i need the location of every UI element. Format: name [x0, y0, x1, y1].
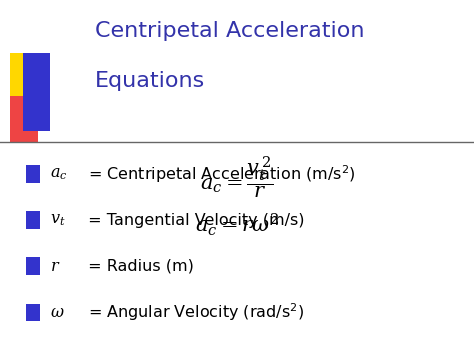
- Text: $v_t$: $v_t$: [50, 212, 65, 228]
- Text: $a_c = \dfrac{v_t^{\,2}}{r}$: $a_c = \dfrac{v_t^{\,2}}{r}$: [201, 154, 273, 201]
- Text: $a_c = r\omega^2$: $a_c = r\omega^2$: [195, 211, 279, 238]
- Text: $a_c$: $a_c$: [50, 166, 67, 182]
- FancyBboxPatch shape: [10, 53, 38, 99]
- FancyBboxPatch shape: [26, 304, 40, 321]
- FancyBboxPatch shape: [26, 257, 40, 275]
- Text: = Tangential Velocity (m/s): = Tangential Velocity (m/s): [83, 213, 304, 228]
- FancyBboxPatch shape: [10, 96, 38, 142]
- Text: Equations: Equations: [95, 71, 205, 91]
- FancyBboxPatch shape: [26, 165, 40, 183]
- Text: = Angular Velocity (rad/s$^2$): = Angular Velocity (rad/s$^2$): [83, 301, 304, 323]
- Text: = Centripetal Acceleration (m/s$^2$): = Centripetal Acceleration (m/s$^2$): [83, 163, 355, 185]
- Text: $\omega$: $\omega$: [50, 305, 64, 320]
- Text: $r$: $r$: [50, 259, 60, 274]
- FancyBboxPatch shape: [23, 53, 50, 131]
- FancyBboxPatch shape: [26, 211, 40, 229]
- Text: = Radius (m): = Radius (m): [83, 259, 194, 274]
- Text: Centripetal Acceleration: Centripetal Acceleration: [95, 21, 365, 41]
